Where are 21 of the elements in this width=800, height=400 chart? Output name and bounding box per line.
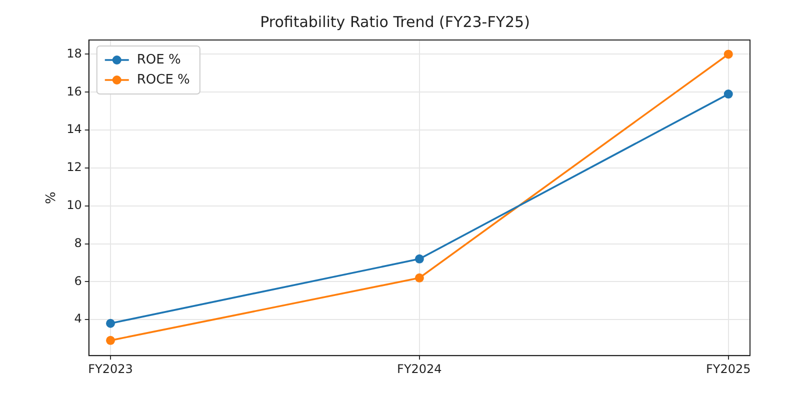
- y-axis-title: %: [44, 192, 60, 204]
- legend-label: ROCE %: [136, 72, 190, 88]
- x-tick-label: FY2025: [706, 362, 751, 376]
- y-tick-label: 12: [66, 160, 82, 174]
- point: [724, 50, 733, 59]
- point: [724, 90, 733, 99]
- x-tick-label: FY2023: [88, 362, 133, 376]
- y-tick-label: 6: [74, 274, 82, 288]
- point: [106, 336, 115, 345]
- y-tick-label: 16: [66, 84, 82, 98]
- point: [106, 318, 115, 328]
- y-tick-label: 10: [66, 198, 82, 212]
- point: [414, 273, 424, 282]
- point: [414, 254, 424, 264]
- legend-label: ROE %: [136, 52, 181, 68]
- x-tick-label: FY2024: [397, 362, 442, 376]
- y-tick-label: 14: [66, 122, 82, 136]
- chart-title: Profitability Ratio Trend (FY23-FY25): [260, 12, 530, 31]
- y-tick-label: 4: [74, 312, 82, 326]
- y-tick-label: 8: [74, 236, 82, 250]
- y-tick-label: 18: [66, 46, 82, 60]
